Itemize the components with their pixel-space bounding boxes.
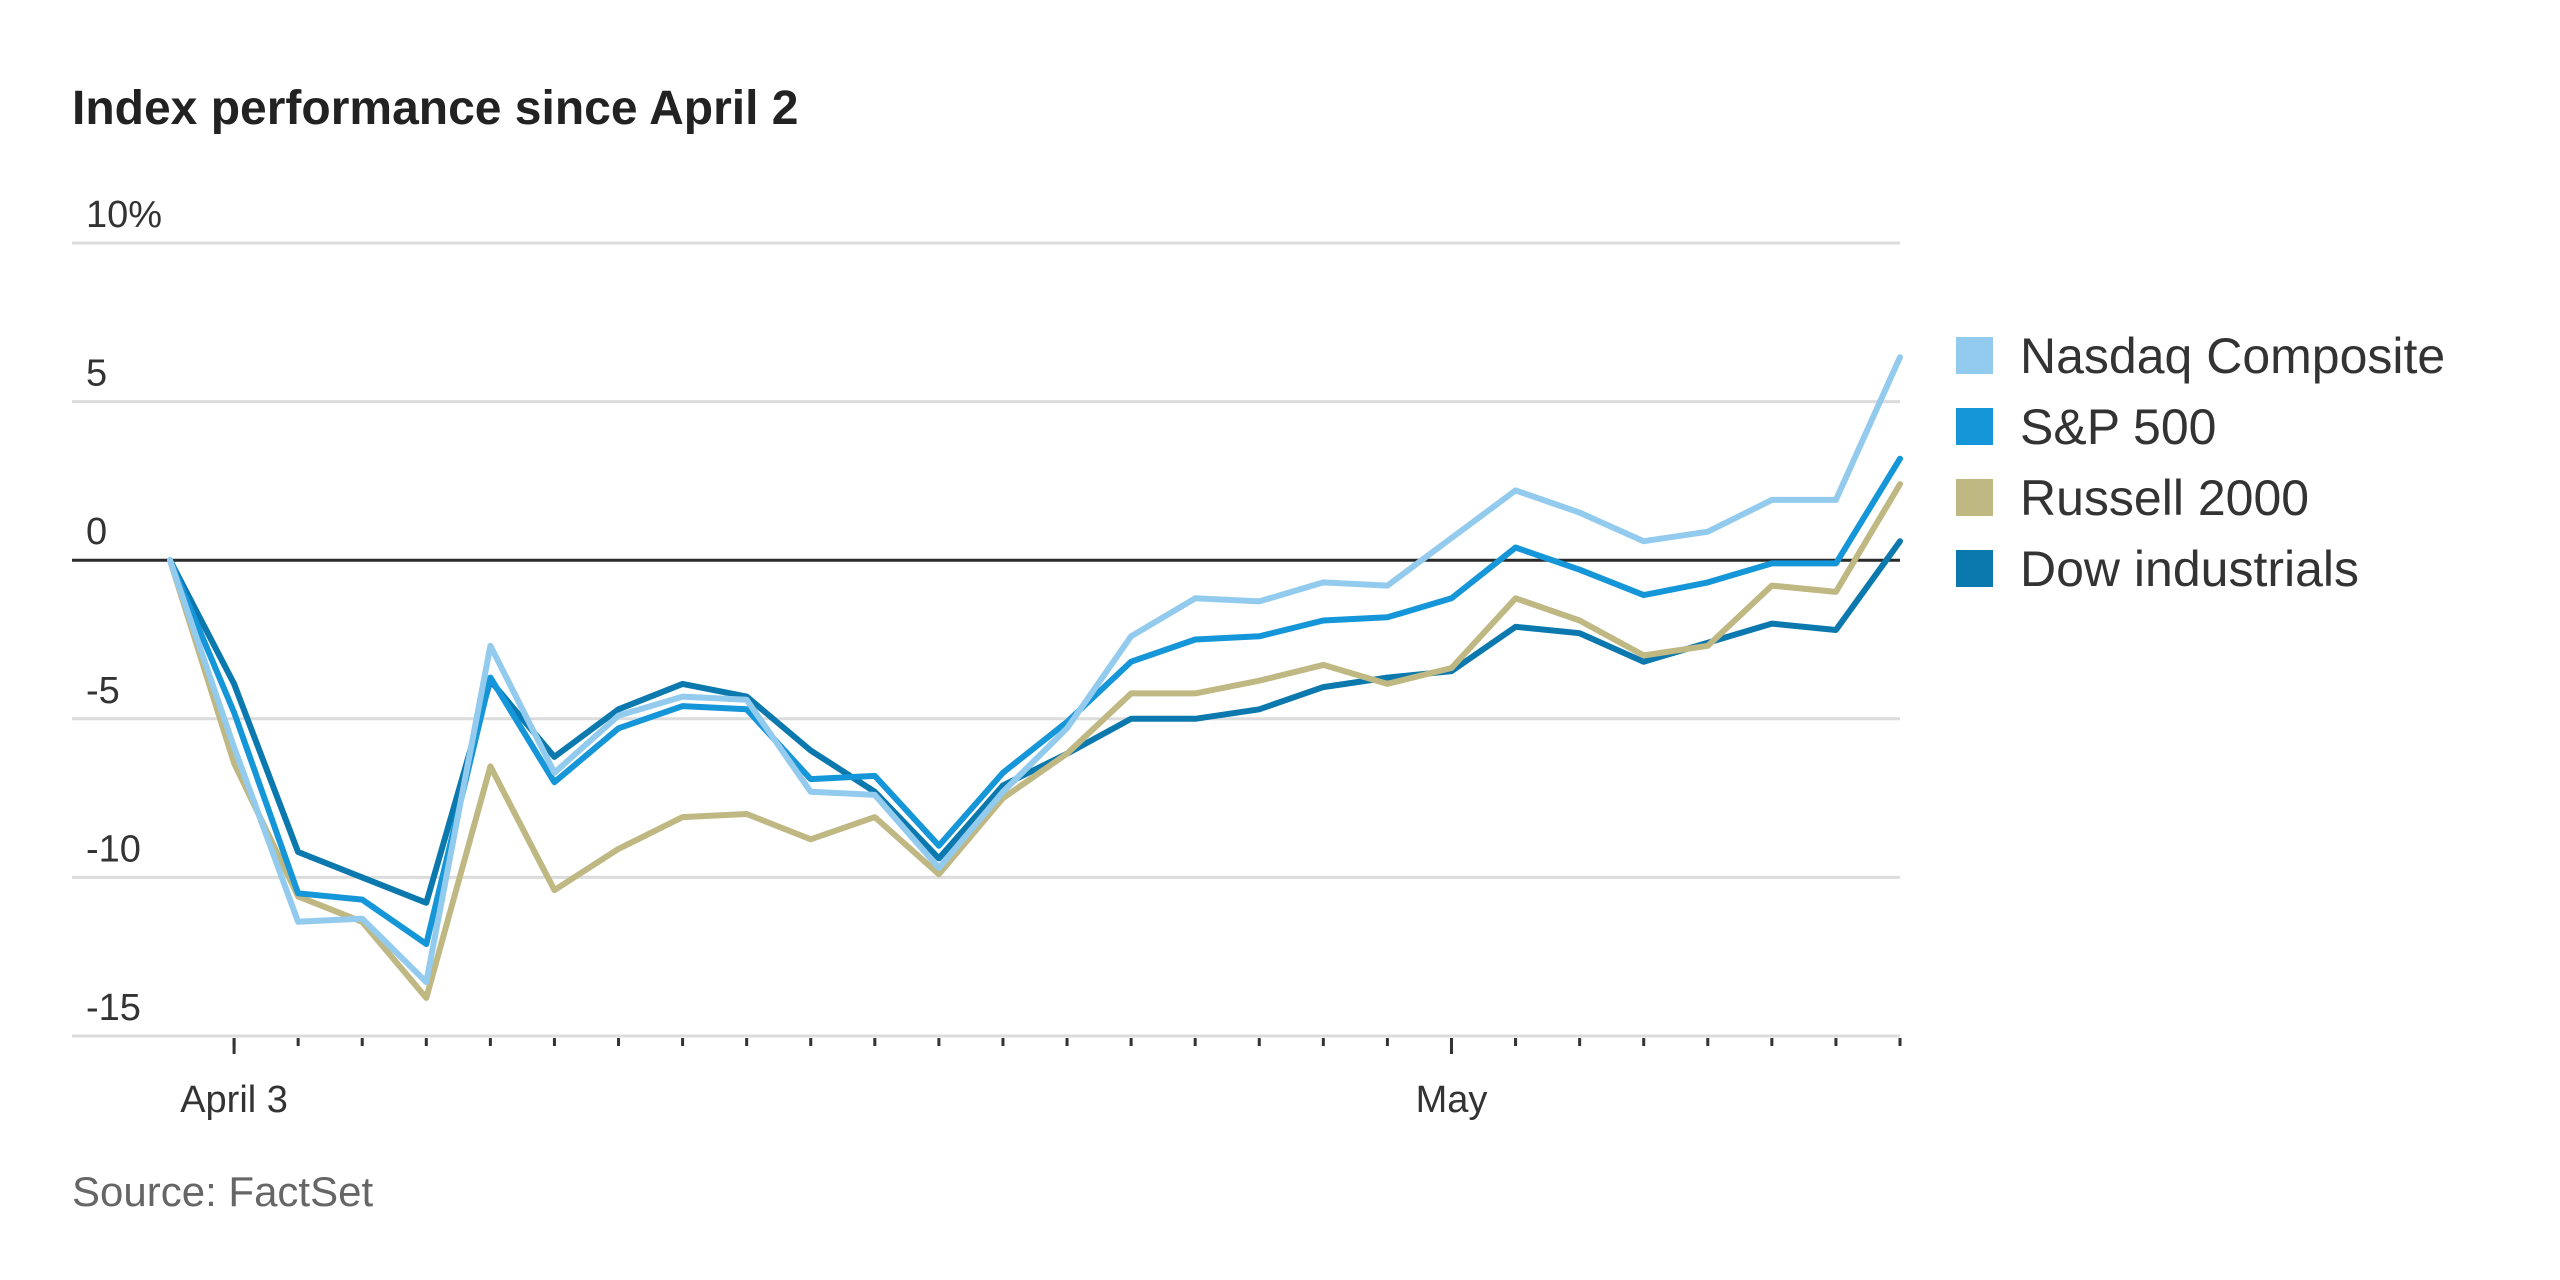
y-tick-label: -10 [86, 828, 141, 870]
y-axis-labels: 10% 5 0 -5 -10 -15 [86, 194, 162, 1029]
legend-swatch [1956, 550, 1993, 587]
legend-label: Nasdaq Composite [2020, 328, 2445, 384]
y-tick-label: -15 [86, 987, 141, 1029]
legend-label: Russell 2000 [2020, 470, 2309, 526]
y-tick-label: 0 [86, 511, 107, 553]
y-tick-label: -5 [86, 670, 120, 712]
series-line-russell-2000 [167, 481, 1903, 1001]
y-tick-label: 10% [86, 194, 162, 236]
x-tick-label: April 3 [180, 1079, 288, 1121]
series-line-s-p-500 [167, 455, 1903, 947]
series-line-nasdaq-composite [167, 354, 1903, 986]
legend-swatch [1956, 408, 1993, 445]
x-tick-label: May [1416, 1079, 1488, 1121]
legend: Nasdaq Composite S&P 500 Russell 2000 Dow i… [1956, 328, 2445, 597]
legend-label: Dow industrials [2020, 541, 2359, 597]
y-tick-label: 5 [86, 353, 107, 395]
legend-label: S&P 500 [2020, 399, 2216, 455]
gridlines [72, 241, 1900, 1038]
x-axis: April 3 May [180, 1038, 1902, 1121]
source-note: Source: FactSet [72, 1168, 373, 1215]
series-line-dow-industrials [167, 538, 1903, 906]
series-lines [167, 354, 1903, 1001]
legend-swatch [1956, 479, 1993, 516]
chart-title: Index performance since April 2 [72, 82, 798, 135]
legend-swatch [1956, 337, 1993, 374]
